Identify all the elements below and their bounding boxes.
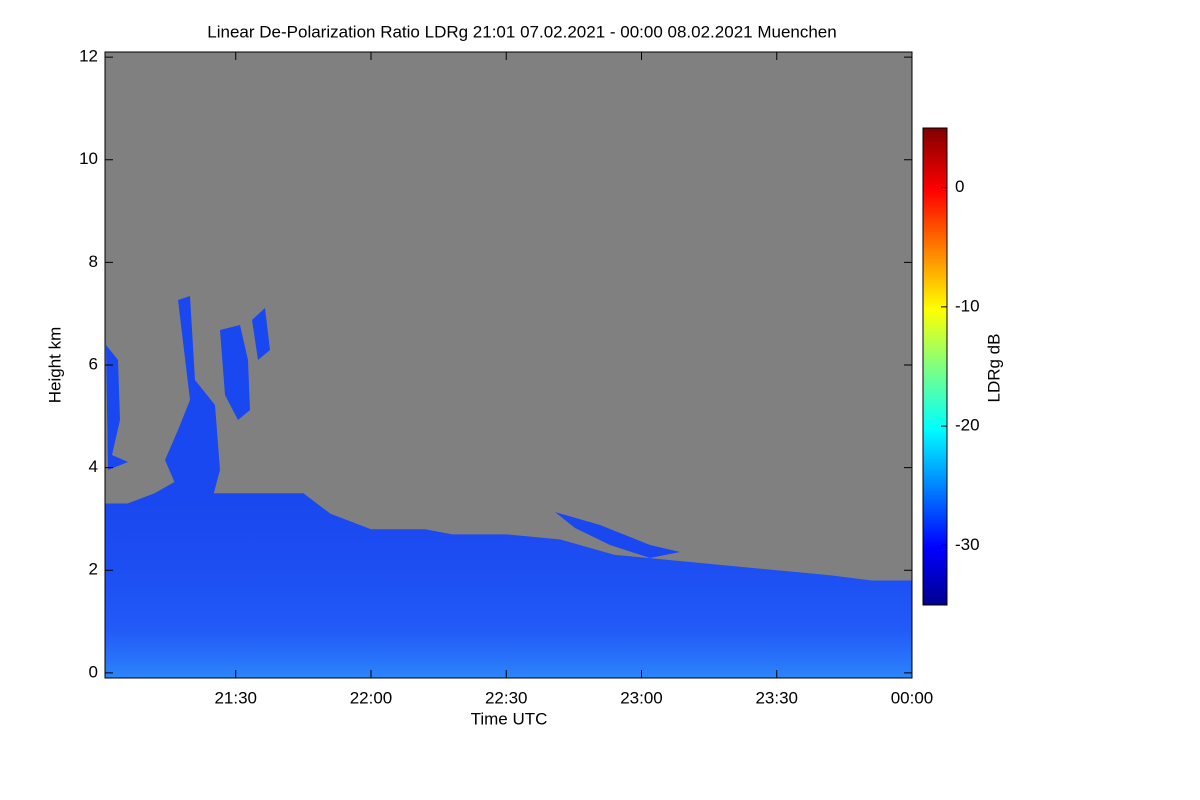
colorbar: 0 -10 -20 -30 [922,127,980,606]
y-tick-label: 0 [89,662,98,681]
x-tick-label: 22:00 [350,688,393,707]
x-axis-label: Time UTC [471,709,548,728]
x-tick-label: 00:00 [891,688,934,707]
y-tick-label: 8 [89,252,98,271]
cloud-plume [252,308,270,360]
chart-title: Linear De-Polarization Ratio LDRg 21:01 … [207,22,836,41]
cloud-plume [220,325,250,420]
cloud-shading [105,477,912,678]
y-tick-label: 6 [89,354,98,373]
colorbar-tick-label: 0 [955,177,964,196]
x-tick-label: 23:30 [755,688,798,707]
colorbar-tick-label: -10 [955,296,980,315]
cloud-plume [165,296,220,500]
y-axis-label: Height km [45,327,64,404]
y-tick-label: 4 [89,457,98,476]
plot-area: 0 2 4 6 8 10 12 21:30 22:00 22:30 23:00 23:30 00:00 [79,47,933,708]
x-tick-label: 21:30 [214,688,257,707]
cloud-plume [106,345,128,470]
colorbar-tick-label: -30 [955,535,980,554]
colorbar-label: LDRg dB [984,334,1003,403]
colorbar-scale [922,127,948,606]
y-tick-label: 12 [79,47,98,66]
y-tick-label: 10 [79,149,98,168]
x-tick-label: 23:00 [620,688,663,707]
colorbar-tick-label: -20 [955,416,980,435]
y-tick-label: 2 [89,560,98,579]
x-tick-label: 22:30 [485,688,528,707]
cloud-plume [555,512,680,558]
